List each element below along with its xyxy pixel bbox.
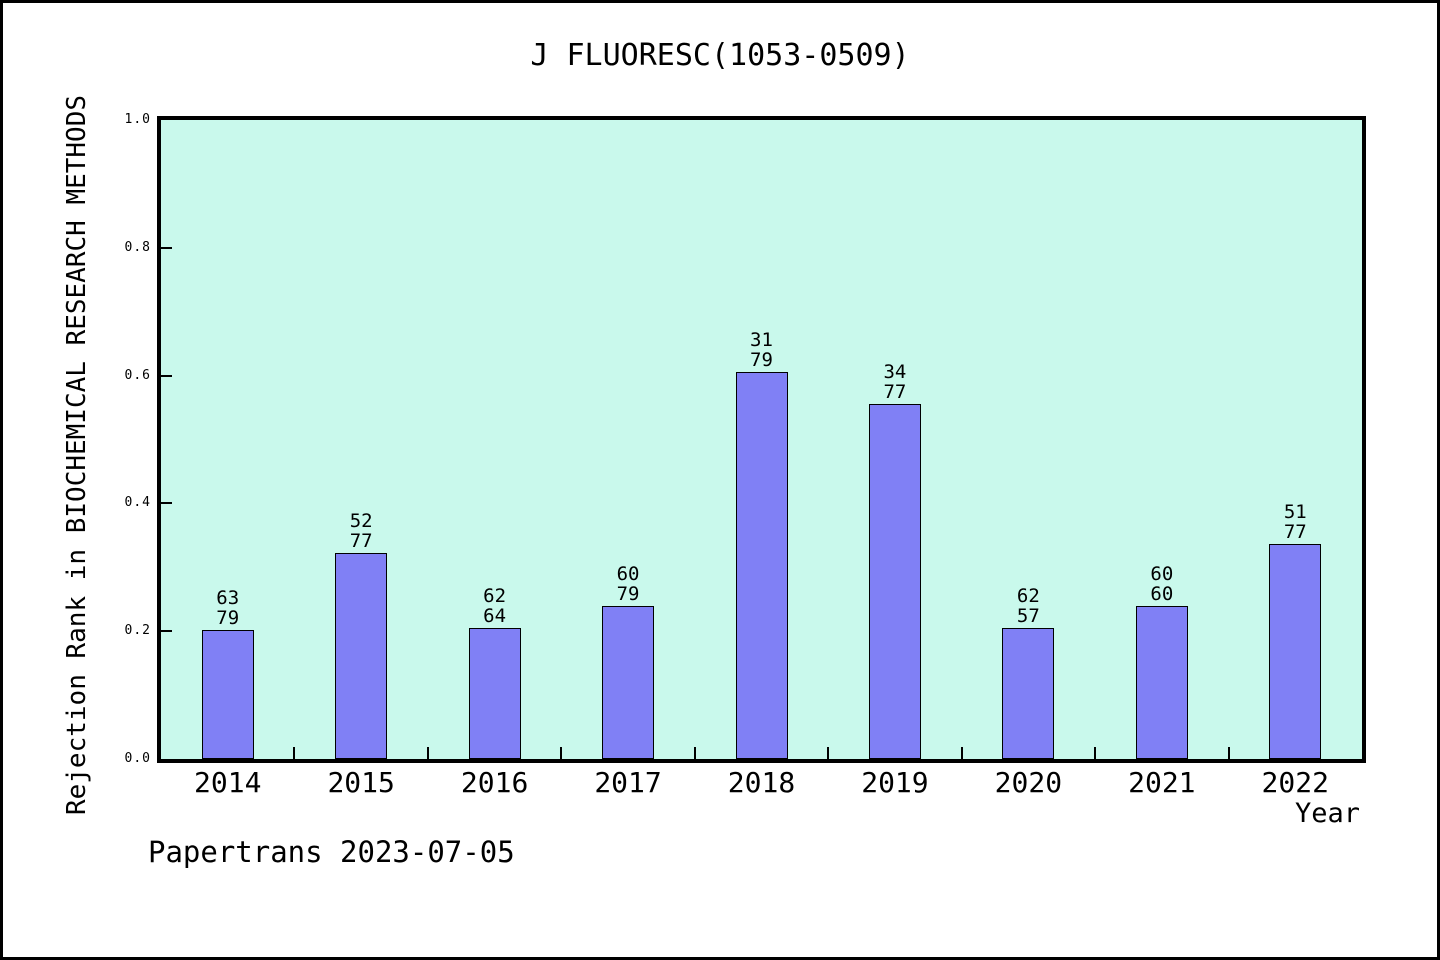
x-tick-label-2015: 2015 [327,766,395,799]
bar-label-top: 52 [349,510,373,532]
bar-2018 [735,372,788,759]
bar-2014 [201,630,254,759]
bar-value-label: 52 77 [350,511,373,551]
bar-2020 [1002,628,1055,759]
y-tick-label: 0.4 [124,495,151,511]
x-tick-label-2021: 2021 [1128,766,1196,799]
y-axis-title: Rejection Rank in BIOCHEMICAL RESEARCH M… [62,94,92,816]
bar-label-top: 60 [616,563,640,585]
bar-label-bottom: 79 [616,583,640,605]
bar-label-top: 51 [1283,501,1307,523]
bar-value-label: 34 77 [883,362,906,402]
bar-2021 [1135,606,1188,759]
y-tick-mark [161,246,172,249]
bar-value-label: 62 64 [483,586,506,626]
x-tick-label-2014: 2014 [194,766,262,799]
x-tick-mark [960,747,963,759]
bar-label-top: 34 [883,361,907,383]
bar-2015 [335,553,388,759]
footer-watermark: Papertrans 2023-07-05 [148,835,515,869]
bar-label-bottom: 77 [883,381,907,403]
x-tick-label-2017: 2017 [594,766,662,799]
bar-value-label: 31 79 [750,330,773,370]
bar-2017 [602,606,655,759]
x-tick-mark [426,747,429,759]
x-tick-label-2016: 2016 [460,766,529,799]
y-tick-label: 1.0 [124,112,151,127]
bar-label-bottom: 77 [1283,521,1307,543]
bar-value-label: 63 79 [216,588,239,628]
bar-value-label: 60 79 [617,564,640,604]
bar-label-bottom: 79 [216,607,240,629]
y-tick-mark [161,502,172,505]
bar-label-top: 31 [750,329,773,351]
bar-value-label: 60 60 [1150,564,1173,604]
x-axis-label: Year [1294,798,1360,829]
bar-label-bottom: 64 [483,605,507,627]
bar-label-top: 62 [1016,585,1040,607]
chart-title: J FLUORESC(1053-0509) [530,38,910,73]
bar-2016 [468,628,521,759]
x-tick-mark [693,747,696,759]
y-tick-mark [161,630,172,633]
bar-label-bottom: 79 [750,349,773,371]
bar-value-label: 51 77 [1284,502,1307,542]
y-tick-label: 0.0 [124,751,151,766]
bar-label-top: 60 [1150,563,1174,585]
y-tick-label: 0.6 [124,367,151,383]
x-tick-label-2019: 2019 [861,766,929,799]
plot-area: 63 79 52 77 62 64 60 79 31 79 34 77 62 57 60 60 51 77 [157,116,1366,763]
bar-label-top: 63 [216,587,240,609]
plot-inner: 63 79 52 77 62 64 60 79 31 79 34 77 62 57 60 60 51 77 [161,120,1362,759]
x-tick-mark [560,747,563,759]
x-tick-label-2022: 2022 [1261,766,1329,799]
bar-label-bottom: 77 [349,530,373,552]
x-tick-mark [827,747,830,759]
y-tick-label: 0.8 [124,239,151,255]
x-tick-label-2018: 2018 [727,766,796,799]
x-tick-mark [1227,747,1230,759]
x-tick-mark [1094,747,1097,759]
bar-2022 [1269,544,1322,759]
bar-label-bottom: 60 [1150,583,1174,605]
bar-value-label: 62 57 [1017,586,1040,626]
x-tick-mark [293,747,296,759]
bar-2019 [868,404,921,759]
y-tick-label: 0.2 [124,623,151,639]
bar-label-top: 62 [483,585,507,607]
bar-label-bottom: 57 [1016,605,1040,627]
x-tick-label-2020: 2020 [994,766,1063,799]
y-tick-mark [161,374,172,377]
